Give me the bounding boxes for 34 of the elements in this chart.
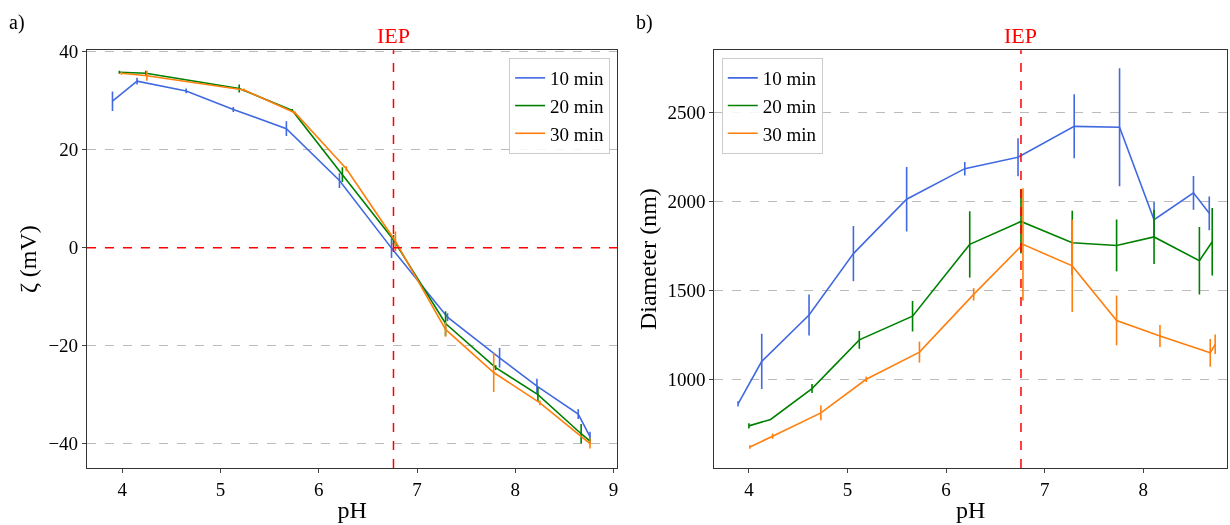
y-tick-label: 1500 [667,279,706,301]
y-tick-label: −20 [48,335,79,357]
y-tick-label: 40 [59,41,79,63]
legend-label: 30 min [762,123,817,145]
x-tick-label: 4 [117,478,128,500]
legend-label: 20 min [762,95,817,117]
legend-label: 20 min [550,95,604,117]
y-tick-label: 2000 [667,191,706,213]
ref-line-label: IEP [1004,23,1037,48]
x-tick-label: 5 [842,478,853,500]
legend-label: 10 min [550,68,604,90]
y-tick-label: 0 [68,237,79,259]
y-tick-label: 20 [59,139,79,161]
x-tick-label: 9 [608,478,619,500]
text: b) [636,11,653,34]
y-tick-label: 2500 [667,102,706,124]
ref-line-label: IEP [377,23,410,48]
legend-label: 10 min [762,68,817,90]
x-tick-label: 6 [314,478,324,500]
x-tick-label: 7 [1039,478,1050,500]
y-tick-label: 1000 [667,368,706,390]
x-tick-label: 8 [510,478,521,500]
text: a) [9,11,25,34]
x-tick-label: 8 [1138,478,1148,500]
y-tick-label: −40 [48,433,79,455]
y-axis-title: ζ (mV) [15,225,42,294]
x-axis-title: pH [337,497,367,524]
y-axis-title: Diameter (nm) [634,188,661,331]
x-tick-label: 6 [941,478,951,500]
x-tick-label: 5 [215,478,226,500]
x-tick-label: 7 [412,478,422,500]
x-axis-title: pH [956,497,986,524]
legend-label: 30 min [550,123,604,145]
x-tick-label: 4 [744,478,755,500]
